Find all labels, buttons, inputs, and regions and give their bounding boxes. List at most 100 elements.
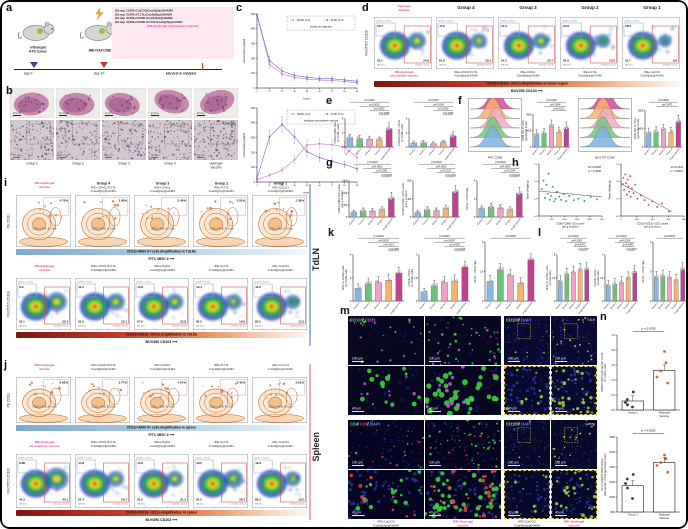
spleen-section-label: Spleen [311,432,321,462]
ihc-tile: CD86 IHC 50 μm [194,120,238,160]
histology-group-label: Group 1 [26,162,38,166]
svg-text:1800: 1800 [609,435,615,439]
svg-text:12: 12 [268,185,271,187]
svg-text:p=0.0455: p=0.0455 [622,244,634,247]
amplification-gradient-bar: CD103+CD11b- cDC1s Amplification in sple… [16,510,307,516]
svg-text:60: 60 [318,185,321,187]
ihc-tile: 50 μm [102,120,146,160]
svg-text:Group 2: Group 2 [422,217,430,226]
panel-g-label: g [326,157,333,169]
svg-text:96: 96 [356,91,359,93]
svg-text:Group 3: Group 3 [505,301,513,310]
svg-text:0: 0 [602,301,604,303]
svg-text:Group 2: Group 2 [355,147,363,156]
svg-text:Group 3: Group 3 [431,217,439,226]
svg-text:CD11b+ cDC2s: CD11b+ cDC2s [624,21,640,23]
spleen-cdc1-bar-chart: 0 1.5 3 Group 1 Group 2 Group 3 Group 4 Hydroge… [594,234,640,319]
svg-text:Group 4: Group 4 [671,301,679,310]
svg-text:0.2: 0.2 [611,393,615,397]
microscopy-image: 40 μm [504,470,550,519]
panel-l: l 0 2.5 5 Group 1 Group 2 Group 3 Group 4 Hydro… [538,228,686,317]
svg-text:2: 2 [350,278,352,280]
dc-vs-tumor-weight-scatter: 0 500 1000 1500 2000 2500 0.0 0.5 1.0 1.5 R²=0.029… [526,160,605,235]
svg-text:100 μm: 100 μm [555,357,566,361]
svg-text:CD11c+ MHC II+ Cells: CD11c+ MHC II+ Cells [92,227,117,230]
svg-text:Group 1: Group 1 [413,217,421,226]
microscopy-caption: IRE+CaCO3/Cas9@lip@HAMA [513,520,541,527]
svg-text:Group 4: Group 4 [384,301,392,310]
ihc-tile: 50 μm [10,120,54,160]
svg-text:MFI of OVA257-264/H-2Kb in: MFI of OVA257-264/H-2Kb in [601,458,604,491]
flow-plot: CD11b+ cDC2s 8.9 52.1 DN DCs 33.4 CD103+ cDC1… [16,278,71,330]
svg-text:2.61%: 2.61% [295,381,304,385]
flow-plot-caption: IRE+FLT3L/Cas9@lip@HAMA [578,71,602,78]
svg-text:PerCP/5.5 CD11b: PerCP/5.5 CD11b [7,468,11,494]
svg-text:0.8: 0.8 [611,348,615,352]
flow-contour-plot: 2.01% CD11c+ MHC II+ Cells [193,195,248,247]
svg-text:PerCP/5.5 CD11b: PerCP/5.5 CD11b [365,30,369,56]
svg-text:Group 4: Group 4 [623,301,631,310]
svg-text:CD11b+ cDC2s: CD11b+ cDC2s [562,21,578,23]
svg-text:CD103+ cDC1s: CD103+ cDC1s [172,503,188,505]
flow-col-header: IRE+CD40L/FLT3L/Cas9@lip@HAMA [90,265,117,272]
svg-text:44.3: 44.3 [19,498,25,502]
svg-text:84: 84 [343,185,346,187]
svg-text:DAPI: DAPI [370,422,380,427]
svg-text:p=0.0012: p=0.0012 [440,170,452,173]
day0-label: day 0 [24,72,33,76]
svg-text:40 μm: 40 μm [429,511,438,515]
panel-d-label: d [362,2,369,14]
svg-text:Group 3: Group 3 [439,301,447,310]
svg-text:(% CD45+ cells): (% CD45+ cells) [411,269,414,287]
flow-col-header: Group 4 [457,5,475,10]
svg-text:2 mm: 2 mm [13,111,21,115]
svg-text:1600: 1600 [609,450,615,454]
svg-text:12: 12 [268,91,271,93]
highlight-label: IRE+hydrogel microsphere vaccine [147,24,199,29]
panel-a: a orthotopic KPC tumor IRE+VACCINE (Group… [6,3,236,85]
svg-text:3: 3 [416,255,418,257]
flow-contour-plot: 2.88% CD11c+ MHC II+ Cells [75,195,130,247]
svg-text:CD11b+ cDC2s: CD11b+ cDC2s [77,282,93,284]
flow-y-axis-label: PE CD11c [7,213,11,228]
cytokine-release-chart-injection: 0 100 200 300 400 500 0 12 24 36 48 60 72 84 96 hours co… [242,11,360,106]
flow-y-axis-label: PerCP/5.5 CD11b [365,30,369,56]
svg-text:CD11c+ MHC II+ Cells: CD11c+ MHC II+ Cells [269,227,294,230]
flow-contour-plot: 3.42% CD11c+ MHC II+ Cells [193,377,248,423]
flow-col-header: IRE+FLT3L/Cas9@lip@HAMA [208,364,235,371]
svg-text:/: / [368,422,370,427]
svg-text:CD4: CD4 [350,422,359,427]
svg-text:2.88%: 2.88% [118,199,127,203]
he-histology-image: 2 mm [10,88,54,118]
flow-col-header: IRE+hydrogel microsphere vaccine [29,441,60,448]
panel-m-label: m [340,305,350,317]
svg-text:0: 0 [256,91,258,93]
svg-text:Group 2: Group 2 [358,217,366,226]
svg-text:p=0.0003: p=0.0003 [376,170,388,173]
svg-text:(per g of tumor): (per g of tumor) [341,190,344,207]
svg-text:p=0.0086: p=0.0086 [549,103,561,106]
svg-text:0: 0 [350,301,352,303]
ova-specific-cdc1-chart: 0.0 0.2 0.4 0.6 0.8 1.0 Group 1 Hydrogel Vaccine… [600,322,684,429]
microscopy-tile: 40 μm [425,470,501,519]
microscopy-image: 40 μm [348,366,424,415]
svg-text:Group 2: Group 2 [486,217,494,226]
svg-text:24.9: 24.9 [423,59,429,63]
svg-text:CD80+CD86+ DCs counts: CD80+CD86+ DCs counts [556,223,585,226]
dc-activation-bar-chart: 0 4 8 Group 1 Group 2 Group 3 Group 4 Hydrogel … [334,98,396,165]
svg-text:52.1: 52.1 [19,320,25,324]
svg-text:40 μm: 40 μm [429,407,438,411]
microscopy-image: 40 μm [425,470,501,519]
svg-text:100: 100 [251,166,256,169]
svg-text:Tumor Weight (g): Tumor Weight (g) [527,180,530,199]
svg-text:100 μm: 100 μm [429,461,440,465]
svg-text:36: 36 [293,91,296,93]
scatter-chart: 0 500 1000 1500 2000 2500 0.0 0.5 1.0 1.5 R²=0.029… [527,163,605,229]
microscopy-image: 40 μm [348,470,424,519]
svg-text:24: 24 [281,91,284,93]
svg-text:p=0.0011: p=0.0011 [383,244,395,247]
svg-text:0: 0 [346,217,348,219]
